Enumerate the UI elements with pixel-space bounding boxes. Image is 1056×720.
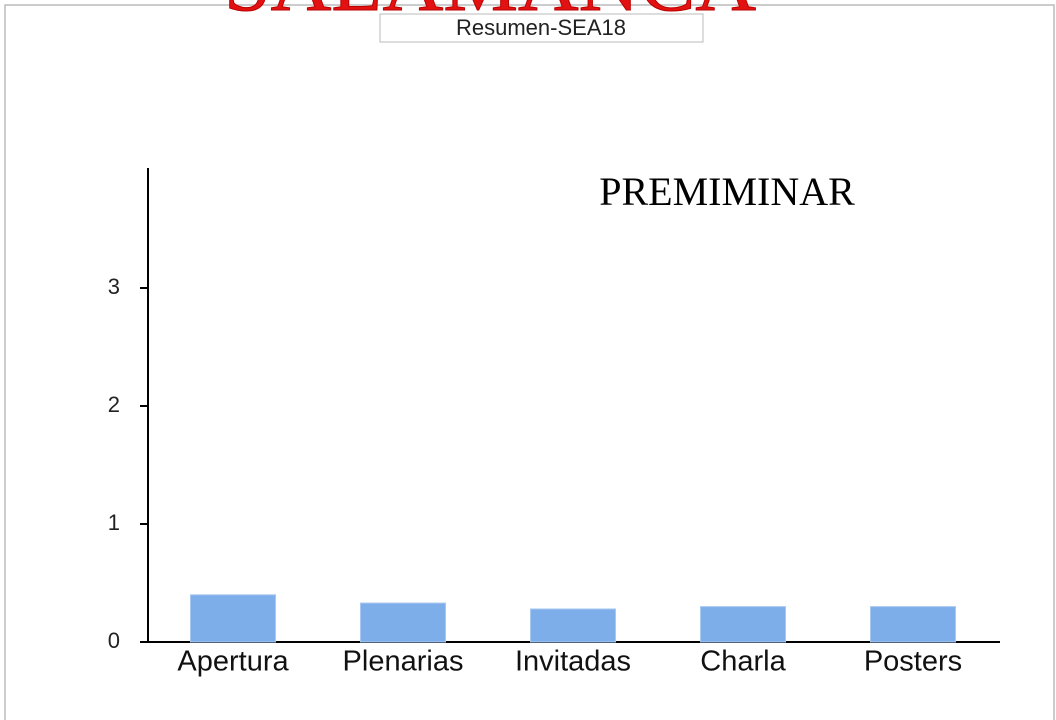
y-tick-label: 2	[108, 392, 120, 417]
annotation: PREMIMINAR	[599, 169, 855, 214]
x-tick-label: Plenarias	[343, 646, 464, 678]
x-tick-label: Posters	[864, 646, 962, 678]
bar	[870, 606, 956, 643]
bar	[190, 594, 276, 643]
y-tick-label: 0	[108, 628, 120, 653]
y-tick-label: 1	[108, 510, 120, 535]
tab[interactable]	[379, 13, 704, 43]
bar	[530, 608, 616, 643]
y-tick-label: 3	[108, 274, 120, 299]
panel	[4, 4, 1055, 720]
tab-label[interactable]: Resumen-SEA18	[456, 15, 626, 40]
bar	[700, 606, 786, 643]
x-tick-label: Invitadas	[515, 646, 631, 678]
x-tick-label: Charla	[700, 646, 786, 678]
x-tick-label: Apertura	[177, 646, 289, 678]
bar	[360, 602, 446, 643]
